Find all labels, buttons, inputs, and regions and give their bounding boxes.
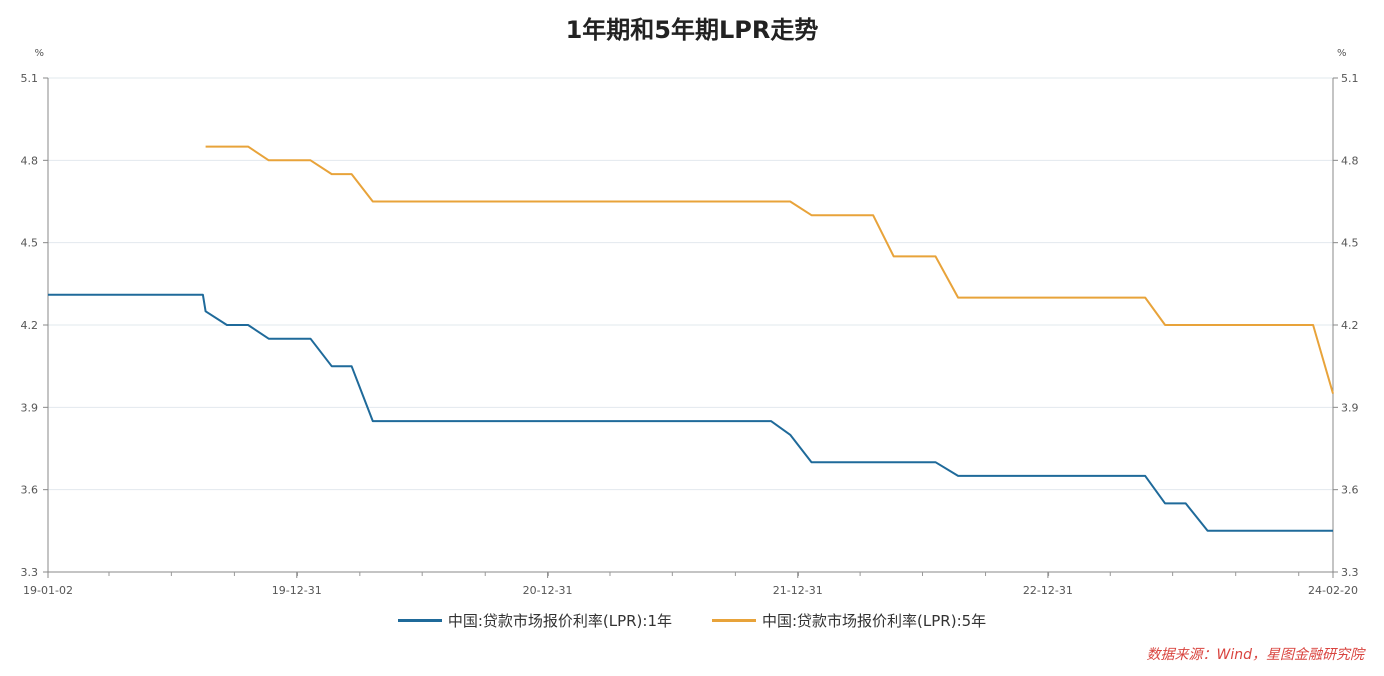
y-tick-label-left: 4.2	[21, 319, 39, 332]
legend-swatch-5y	[712, 619, 756, 622]
series-line-5y	[205, 145, 1334, 394]
legend-label-1y: 中国:贷款市场报价利率(LPR):1年	[447, 612, 672, 630]
legend-item-5y: 中国:贷款市场报价利率(LPR):5年	[712, 610, 986, 631]
x-tick-label: 20-12-31	[523, 584, 573, 597]
x-tick-label: 19-01-02	[23, 584, 73, 597]
y-tick-label-right: 3.6	[1341, 484, 1359, 497]
y-tick-label-left: 5.1	[21, 72, 39, 85]
chart-legend: 中国:贷款市场报价利率(LPR):1年 中国:贷款市场报价利率(LPR):5年	[0, 610, 1384, 631]
y-tick-label-left: 3.9	[21, 401, 39, 414]
y-tick-label-left: 4.5	[21, 237, 39, 250]
y-tick-label-right: 5.1	[1341, 72, 1359, 85]
y-tick-label-right: 3.3	[1341, 566, 1359, 579]
data-source-note: 数据来源：Wind，星图金融研究院	[1146, 647, 1365, 663]
x-tick-label: 21-12-31	[773, 584, 823, 597]
y-unit-left: %	[34, 48, 44, 59]
y-unit-right: %	[1337, 48, 1347, 59]
y-tick-label-right: 4.5	[1341, 237, 1359, 250]
x-tick-label: 24-02-20	[1308, 584, 1358, 597]
legend-label-5y: 中国:贷款市场报价利率(LPR):5年	[762, 612, 987, 630]
y-tick-label-right: 3.9	[1341, 401, 1359, 414]
x-tick-label: 19-12-31	[272, 584, 322, 597]
y-tick-label-left: 4.8	[21, 154, 39, 167]
legend-item-1y: 中国:贷款市场报价利率(LPR):1年	[397, 610, 672, 631]
y-tick-label-right: 4.2	[1341, 319, 1359, 332]
y-tick-label-left: 3.3	[21, 566, 39, 579]
legend-swatch-1y	[397, 619, 442, 622]
x-tick-label: 22-12-31	[1023, 584, 1073, 597]
chart-title: 1年期和5年期LPR走势	[565, 16, 819, 44]
series-line-1y	[48, 293, 1333, 532]
y-tick-label-left: 3.6	[21, 484, 39, 497]
y-tick-label-right: 4.8	[1341, 154, 1359, 167]
